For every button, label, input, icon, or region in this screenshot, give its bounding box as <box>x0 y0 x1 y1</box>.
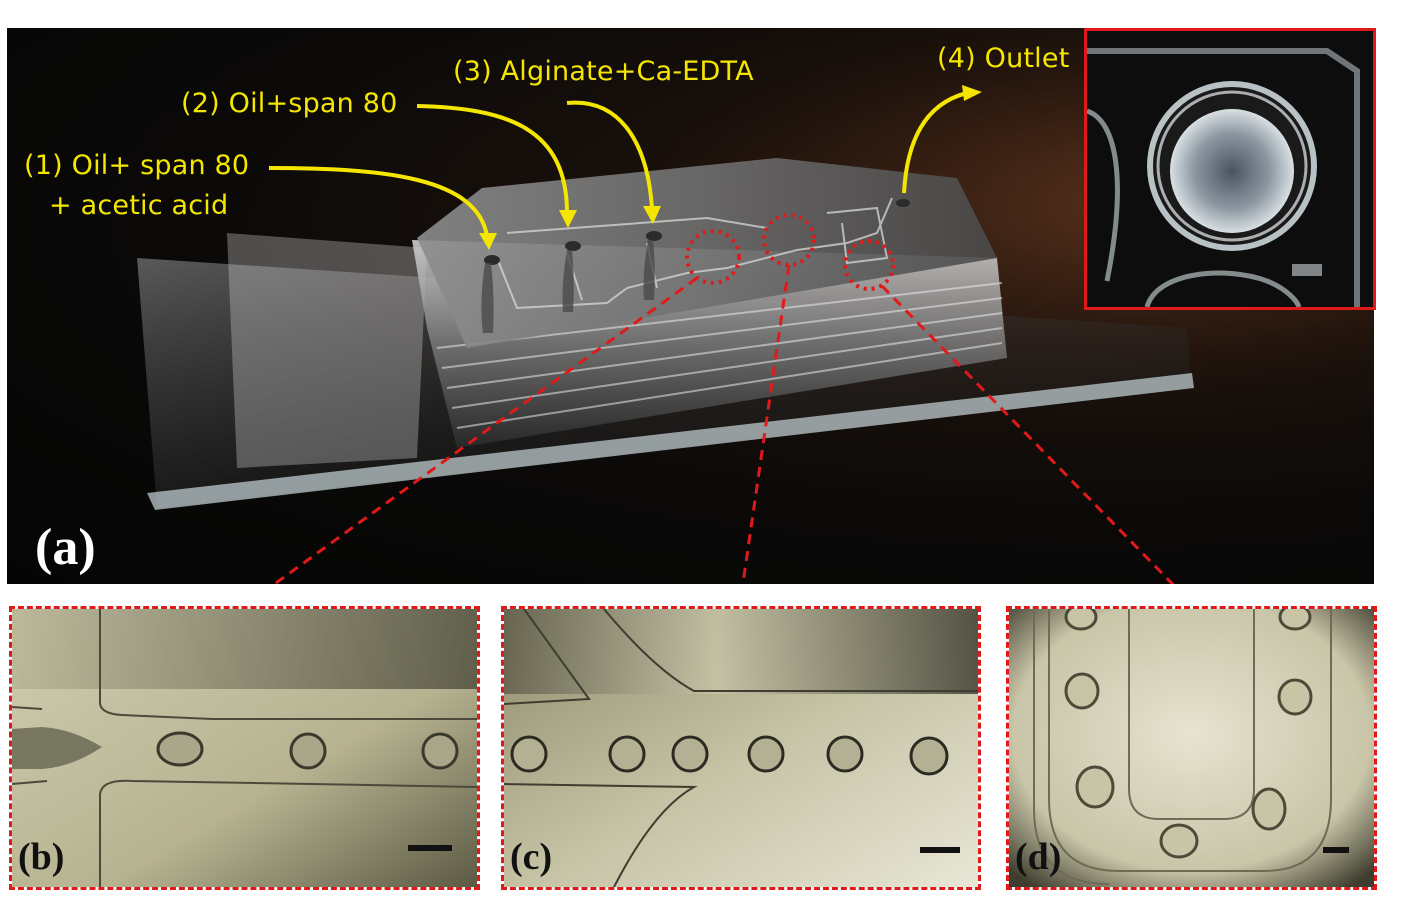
inlet-ports <box>484 199 910 265</box>
inlet1-label-line2: + acetic acid <box>49 190 229 221</box>
annotation-arrows <box>268 91 968 237</box>
panel-b-label: (b) <box>18 836 65 878</box>
inlet3-label: (3) Alginate+Ca-EDTA <box>453 56 754 87</box>
inlet2-label: (2) Oil+span 80 <box>181 88 398 119</box>
droplet-generation-junction <box>12 609 477 887</box>
well-plate-illustration <box>1087 31 1373 307</box>
panel-d-micrograph: (d) <box>1006 606 1377 890</box>
inlet1-label-line1: (1) Oil+ span 80 <box>24 150 250 181</box>
well-plate-inset <box>1084 28 1376 310</box>
panel-d-label: (d) <box>1015 836 1062 878</box>
merging-channel <box>504 609 978 887</box>
panel-b-micrograph: (b) <box>9 606 480 890</box>
panel-c-label: (c) <box>510 836 553 878</box>
panel-c-micrograph: (c) <box>501 606 981 890</box>
outlet-label: (4) Outlet <box>937 43 1070 74</box>
zoom-circles <box>685 213 895 291</box>
pdms-top <box>417 158 997 348</box>
zoom-connectors <box>272 264 1175 584</box>
serpentine-channel <box>1009 609 1374 887</box>
panel-a-label: (a) <box>35 519 96 576</box>
